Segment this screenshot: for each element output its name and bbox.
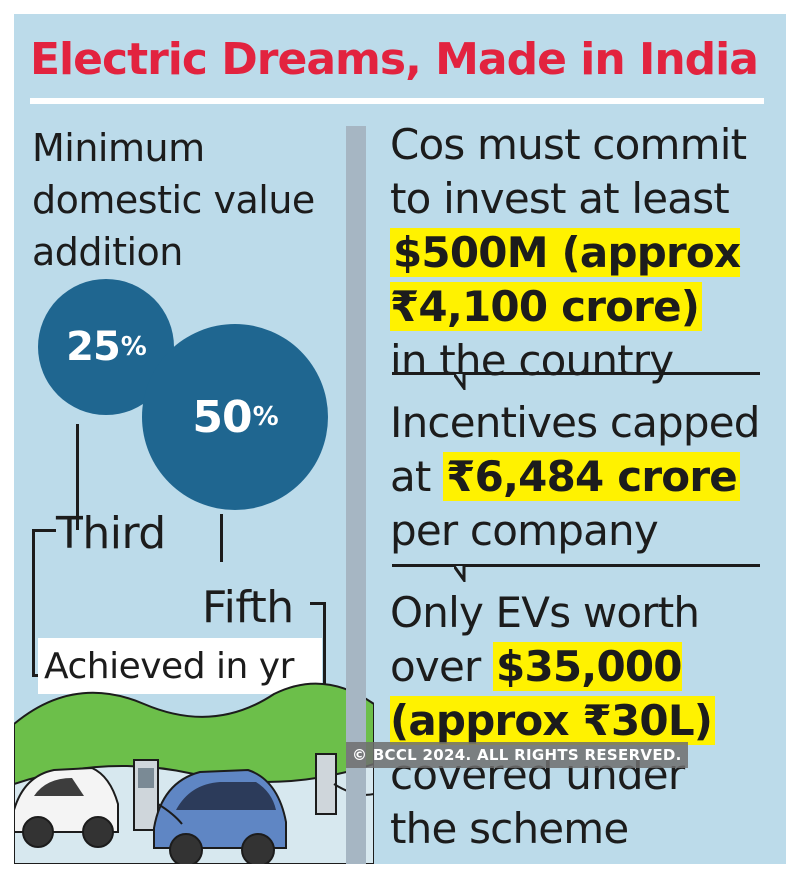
year-label-third: Third xyxy=(56,508,166,559)
separator-notch xyxy=(454,566,466,582)
circle-value: 50 xyxy=(192,391,252,443)
title-underline xyxy=(30,98,764,104)
investment-text-end: in the country xyxy=(390,336,674,385)
achieved-in-year-label: Achieved in yr xyxy=(38,638,322,694)
connector-line xyxy=(323,602,326,692)
infographic-title: Electric Dreams, Made in India xyxy=(30,34,759,85)
separator-notch xyxy=(454,374,466,390)
investment-text: Cos must commit to invest at least xyxy=(390,120,747,223)
column-divider xyxy=(346,126,366,864)
year-label-fifth: Fifth xyxy=(202,582,294,633)
infographic-card: Electric Dreams, Made in India Minimum d… xyxy=(14,14,786,864)
incentive-amount-highlight: ₹6,484 crore xyxy=(443,452,740,501)
section-separator xyxy=(392,564,760,567)
section-separator xyxy=(392,372,760,375)
circle-value: 25 xyxy=(66,324,121,370)
copyright-watermark: © BCCL 2024. ALL RIGHTS RESERVED. xyxy=(346,742,688,768)
incentive-text: Incentives capped at xyxy=(390,398,760,501)
connector-line xyxy=(76,424,79,530)
circle-unit: % xyxy=(252,402,279,432)
blue-ev-car xyxy=(153,768,287,864)
circle-25-percent: 25% xyxy=(38,279,174,415)
ev-price-eligibility-text: Only EVs worth over $35,000 (approx ₹30L… xyxy=(390,586,750,856)
investment-amount-highlight: $500M (approx ₹4,100 crore) xyxy=(390,228,741,331)
connector-line xyxy=(32,529,35,677)
eligibility-text: Only EVs worth over xyxy=(390,588,700,691)
ev-charging-illustration xyxy=(14,682,374,864)
connector-line xyxy=(220,514,223,562)
value-addition-heading: Minimum domestic value addition xyxy=(32,126,315,274)
incentive-cap-text: Incentives capped at ₹6,484 crore per co… xyxy=(390,396,760,558)
incentive-text-end: per company xyxy=(390,506,659,555)
connector-line xyxy=(32,674,42,677)
white-ev-car xyxy=(14,766,119,848)
circle-50-percent: 50% xyxy=(142,324,328,510)
circle-unit: % xyxy=(120,332,147,362)
investment-commitment-text: Cos must commit to invest at least $500M… xyxy=(390,118,750,388)
connector-line xyxy=(310,602,326,605)
connector-line xyxy=(32,529,56,532)
